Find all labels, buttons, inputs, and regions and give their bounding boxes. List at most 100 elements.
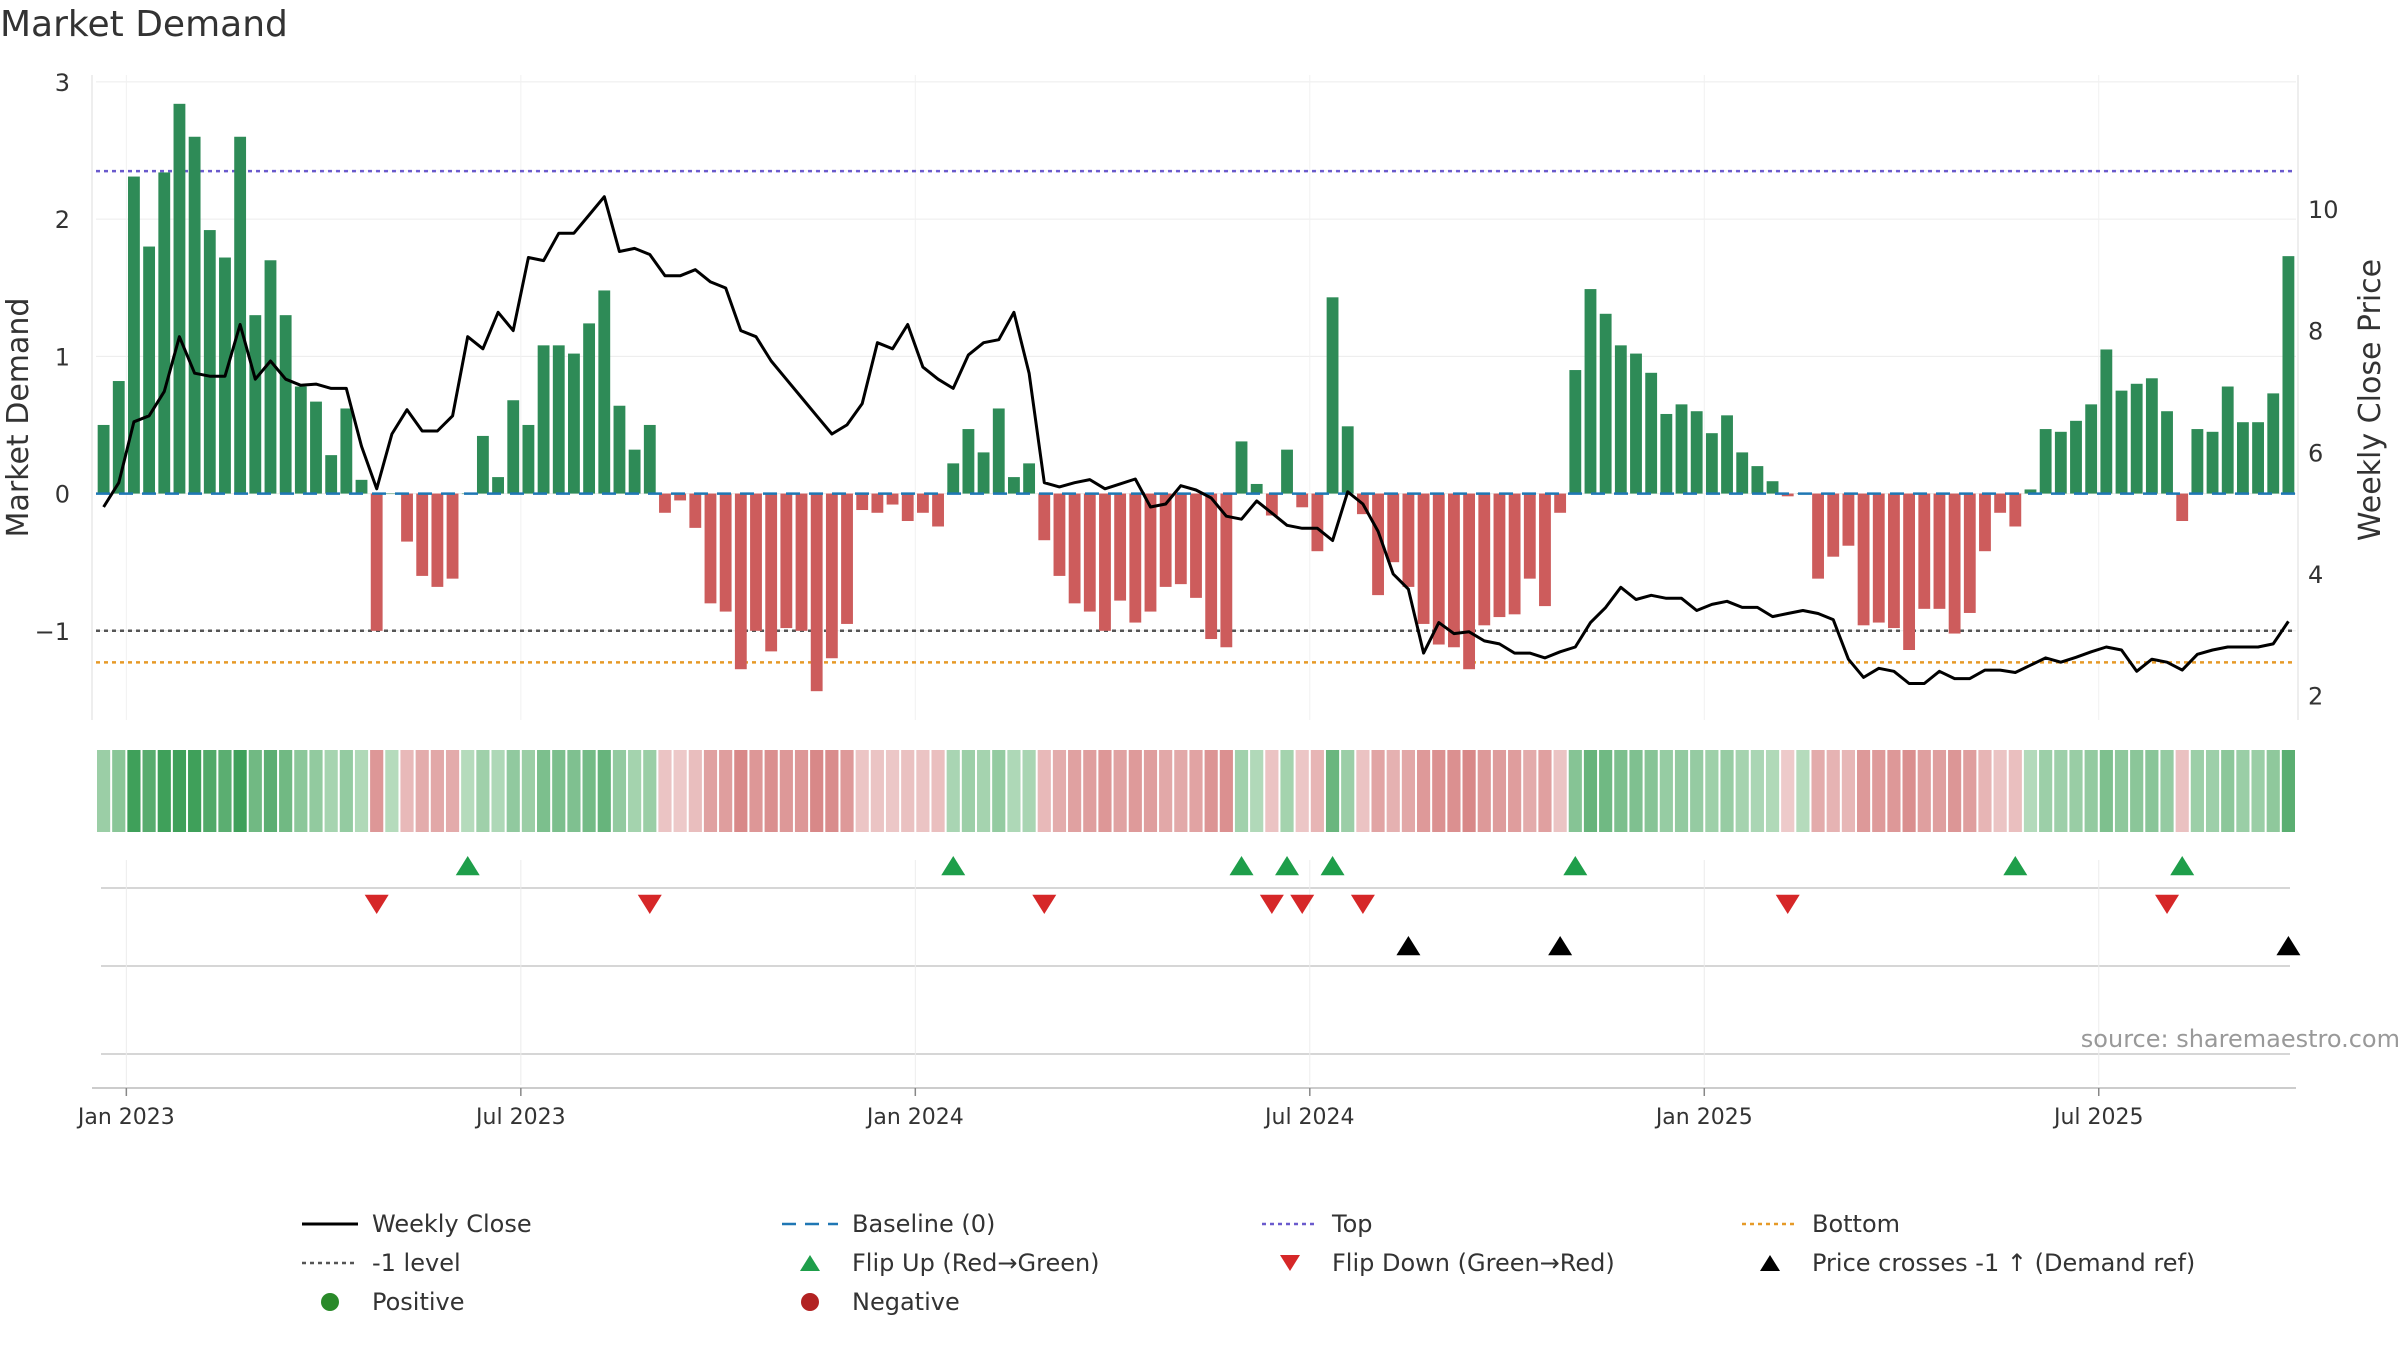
demand-bar: [780, 493, 793, 629]
demand-bar: [1690, 411, 1703, 494]
demand-bar: [325, 455, 338, 494]
demand-bar: [2161, 411, 2173, 494]
demand-bar: [1888, 493, 1900, 629]
heat-cell: [1417, 750, 1431, 832]
heat-cell: [142, 750, 156, 832]
heat-cell: [2266, 750, 2280, 832]
heat-cell: [703, 750, 718, 832]
heat-cell: [1917, 750, 1931, 832]
heat-cell: [1872, 750, 1886, 832]
heat-cell: [2251, 750, 2265, 832]
heat-cell: [658, 750, 672, 832]
heat-cell: [203, 750, 217, 832]
demand-bar: [1736, 452, 1749, 494]
heat-cell: [172, 750, 187, 832]
heat-cell: [1538, 750, 1552, 832]
demand-bar: [1903, 493, 1916, 651]
demand-bar: [2191, 429, 2204, 494]
heat-cell: [855, 750, 869, 832]
heat-cell: [2054, 750, 2068, 832]
heat-cell: [1781, 750, 1795, 832]
demand-bar: [2176, 493, 2189, 522]
heat-cell: [810, 750, 824, 832]
heat-cell: [506, 750, 520, 832]
y-tick-label: −1: [35, 618, 70, 646]
demand-bar: [871, 493, 884, 513]
demand-bar: [1812, 493, 1824, 579]
demand-bar: [522, 424, 535, 494]
heat-cell: [476, 750, 490, 832]
heat-cell: [916, 750, 930, 832]
heat-cell: [385, 750, 399, 832]
demand-bar: [2221, 386, 2234, 494]
demand-bar: [962, 429, 975, 494]
heat-cell: [1644, 750, 1658, 832]
heat-cell: [779, 750, 793, 832]
demand-bar: [1235, 441, 1248, 494]
heat-cell: [764, 750, 778, 832]
flip-up-marker: [1229, 856, 1254, 876]
demand-bar: [340, 408, 353, 494]
demand-bar: [1827, 493, 1840, 557]
heat-cell: [1022, 750, 1036, 832]
heat-cell: [1765, 750, 1780, 832]
heat-cell: [1295, 750, 1309, 832]
heat-cell: [1978, 750, 1992, 832]
demand-bar: [568, 353, 580, 494]
demand-bar: [1705, 433, 1718, 494]
demand-bar: [492, 477, 504, 494]
heat-cell: [567, 750, 581, 832]
heat-cell: [673, 750, 687, 832]
heat-cell: [2281, 750, 2295, 832]
demand-bar: [1220, 493, 1233, 648]
demand-bar: [1144, 493, 1157, 612]
flip-down-marker: [1290, 894, 1315, 914]
demand-bar: [2145, 378, 2158, 494]
heat-cell: [1614, 750, 1628, 832]
heat-cell: [1735, 750, 1749, 832]
heat-cell: [582, 750, 596, 832]
signal-markers: [101, 856, 2301, 1085]
heat-cell: [840, 750, 854, 832]
heat-cell: [1341, 750, 1355, 832]
demand-bar: [1038, 493, 1051, 541]
legend-label: -1 level: [372, 1249, 461, 1277]
heat-cell: [1083, 750, 1097, 832]
heat-cell: [1386, 750, 1400, 832]
demand-bar: [1857, 493, 1870, 626]
heat-cell: [2175, 750, 2189, 832]
demand-bar: [1963, 493, 1976, 613]
line-dot-icon: [302, 1261, 358, 1265]
heat-cell: [1508, 750, 1522, 832]
demand-bar: [1159, 493, 1172, 587]
demand-bar: [1448, 493, 1460, 648]
heat-cell: [1280, 750, 1294, 832]
demand-bar: [2024, 489, 2037, 494]
demand-bar: [1099, 493, 1111, 631]
heat-cell: [1568, 750, 1582, 832]
demand-bar: [1250, 483, 1263, 494]
heat-cell: [233, 750, 247, 832]
flip-up-marker: [2003, 856, 2028, 876]
demand-bar: [1281, 449, 1293, 494]
heat-cell: [1553, 750, 1567, 832]
y-axis-title: Market Demand: [1, 298, 36, 538]
demand-bar: [2282, 256, 2295, 494]
demand-bar: [1129, 493, 1142, 623]
heat-cell: [1796, 750, 1810, 832]
heat-cell: [461, 750, 475, 832]
x-tick-label: Jul 2023: [474, 1105, 566, 1130]
demand-bar: [1721, 415, 1733, 494]
heat-cell: [1204, 750, 1218, 832]
heat-cell: [1462, 750, 1476, 832]
x-tick-label: Jul 2024: [1263, 1105, 1355, 1130]
heat-cell: [1492, 750, 1507, 832]
heat-cell: [719, 750, 733, 832]
heat-cell: [643, 750, 657, 832]
heat-cell: [961, 750, 975, 832]
legend-item: Bottom: [1740, 1210, 1900, 1238]
demand-bar: [886, 493, 899, 505]
heat-cell: [1599, 750, 1613, 832]
heat-cell: [400, 750, 414, 832]
heat-cell: [1432, 750, 1446, 832]
